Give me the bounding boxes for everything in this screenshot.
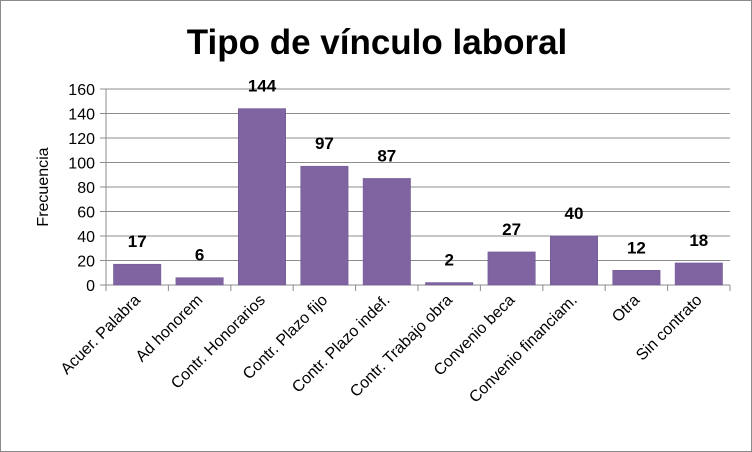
y-tick-label: 60 — [77, 205, 95, 222]
y-tick-label: 100 — [68, 156, 95, 173]
x-tick-label: Sin contrato — [633, 292, 705, 364]
data-label: 87 — [377, 146, 396, 165]
chart-title: Tipo de vínculo laboral — [187, 23, 568, 62]
data-label: 144 — [248, 77, 277, 96]
bars — [113, 108, 723, 286]
y-tick-label: 20 — [77, 254, 95, 271]
bar — [425, 282, 474, 286]
data-label: 2 — [444, 251, 453, 270]
y-tick-label: 140 — [68, 107, 95, 124]
data-label: 12 — [627, 238, 646, 257]
data-label: 17 — [128, 232, 147, 251]
data-label: 40 — [565, 204, 584, 223]
bar — [612, 270, 661, 286]
y-tick-label: 120 — [68, 131, 95, 148]
bar — [674, 262, 723, 286]
bar — [238, 108, 286, 286]
x-tick-label: Convenio financiam. — [466, 292, 581, 407]
bar — [487, 251, 536, 286]
gridlines — [106, 88, 730, 261]
data-label: 97 — [315, 134, 334, 153]
y-tick-label: 80 — [77, 180, 95, 197]
bar — [550, 235, 598, 286]
data-labels: 17 6 144 97 87 2 27 40 12 18 — [128, 77, 709, 270]
y-tick-label: 0 — [86, 278, 95, 295]
x-tick-label: Acuer. Palabra — [58, 292, 144, 378]
y-tick-label: 160 — [68, 82, 95, 99]
bar — [362, 178, 411, 286]
data-label: 27 — [502, 220, 521, 239]
bar — [300, 165, 349, 286]
x-tick-label: Contr. Trabajo obra — [347, 292, 456, 401]
bar — [175, 277, 224, 286]
bar — [113, 263, 162, 286]
data-label: 18 — [689, 231, 708, 250]
data-label: 6 — [195, 246, 204, 265]
y-axis-label: Frecuencia — [35, 147, 52, 226]
x-tick-label: Otra — [609, 292, 643, 326]
y-tick-labels: 0 20 40 60 80 100 120 140 160 — [68, 82, 95, 295]
y-tick-label: 40 — [77, 229, 95, 246]
